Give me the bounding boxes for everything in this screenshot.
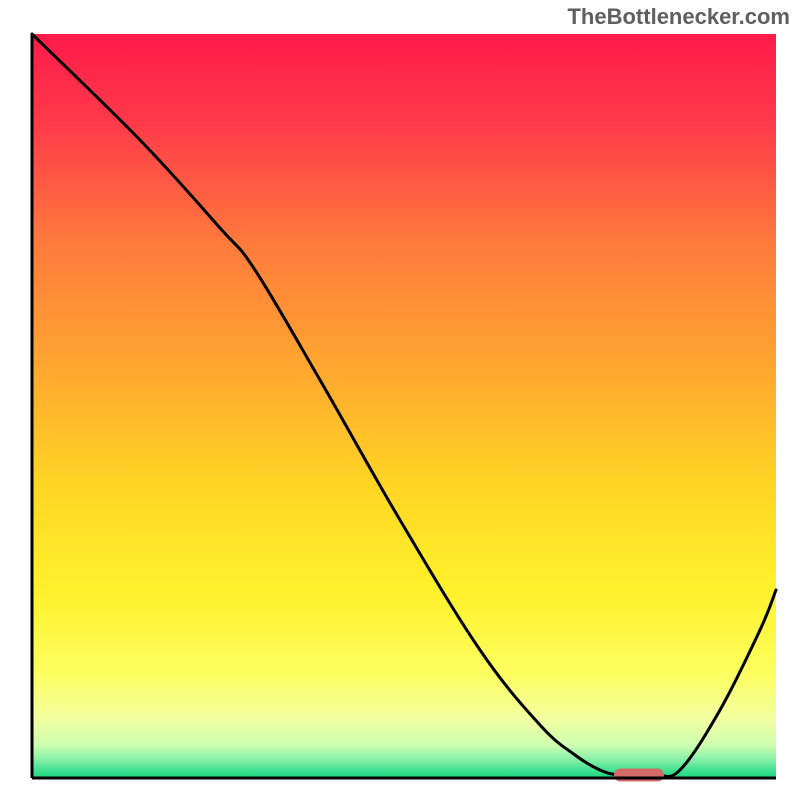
optimum-marker — [614, 769, 664, 782]
chart-svg — [20, 30, 780, 790]
watermark-text: TheBottlenecker.com — [567, 4, 790, 30]
bottleneck-chart — [20, 30, 780, 790]
